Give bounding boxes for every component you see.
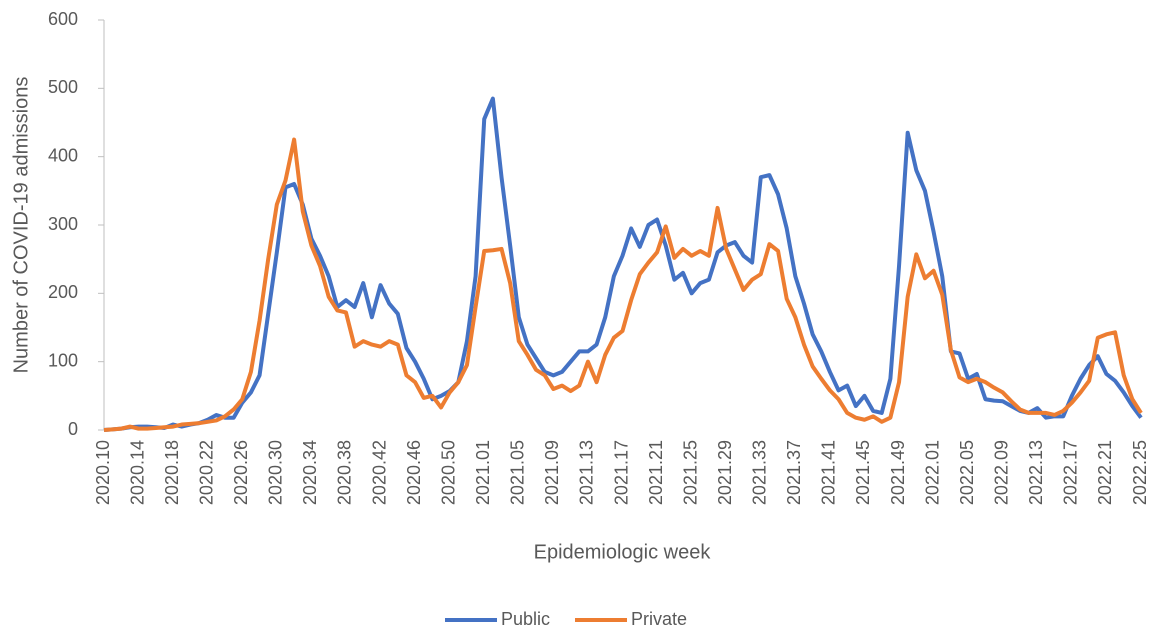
x-tick-label: 2020.46 <box>404 440 424 505</box>
y-tick-label: 100 <box>48 350 78 370</box>
legend-label: Public <box>501 609 550 629</box>
x-tick-label: 2021.05 <box>508 440 528 505</box>
series-line <box>103 137 1143 432</box>
x-tick-label: 2020.10 <box>93 440 113 505</box>
x-tick-label: 2020.34 <box>300 440 320 505</box>
x-tick-label: 2020.50 <box>438 440 458 505</box>
x-tick-label: 2020.30 <box>266 440 286 505</box>
x-tick-label: 2021.17 <box>611 440 631 505</box>
x-tick-label: 2021.09 <box>542 440 562 505</box>
x-tick-label: 2020.26 <box>231 440 251 505</box>
x-tick-label: 2021.21 <box>646 440 666 505</box>
y-tick-label: 300 <box>48 214 78 234</box>
y-tick-label: 400 <box>48 145 78 165</box>
x-tick-label: 2020.22 <box>196 440 216 505</box>
x-tick-label: 2020.18 <box>162 440 182 505</box>
x-tick-label: 2022.17 <box>1061 440 1081 505</box>
legend-label: Private <box>631 609 687 629</box>
x-tick-label: 2022.05 <box>957 440 977 505</box>
y-tick-label: 200 <box>48 282 78 302</box>
x-tick-label: 2021.01 <box>473 440 493 505</box>
x-tick-label: 2022.21 <box>1095 440 1115 505</box>
x-tick-label: 2020.38 <box>335 440 355 505</box>
x-axis-title: Epidemiologic week <box>534 541 712 563</box>
x-tick-label: 2021.45 <box>853 440 873 505</box>
y-tick-label: 500 <box>48 77 78 97</box>
y-tick-label: 0 <box>68 419 78 439</box>
x-tick-label: 2021.25 <box>680 440 700 505</box>
x-tick-label: 2022.01 <box>922 440 942 505</box>
x-tick-label: 2021.37 <box>784 440 804 505</box>
y-tick-label: 600 <box>48 9 78 29</box>
x-tick-label: 2020.14 <box>127 440 147 505</box>
x-tick-label: 2021.41 <box>819 440 839 505</box>
x-tick-label: 2020.42 <box>369 440 389 505</box>
x-tick-label: 2022.25 <box>1130 440 1150 505</box>
x-tick-label: 2021.49 <box>888 440 908 505</box>
x-tick-label: 2022.09 <box>991 440 1011 505</box>
x-tick-label: 2022.13 <box>1026 440 1046 505</box>
x-tick-label: 2021.33 <box>750 440 770 505</box>
x-tick-label: 2021.29 <box>715 440 735 505</box>
x-tick-label: 2021.13 <box>577 440 597 505</box>
series-line <box>103 96 1143 432</box>
y-axis-title: Number of COVID-19 admissions <box>10 77 32 374</box>
